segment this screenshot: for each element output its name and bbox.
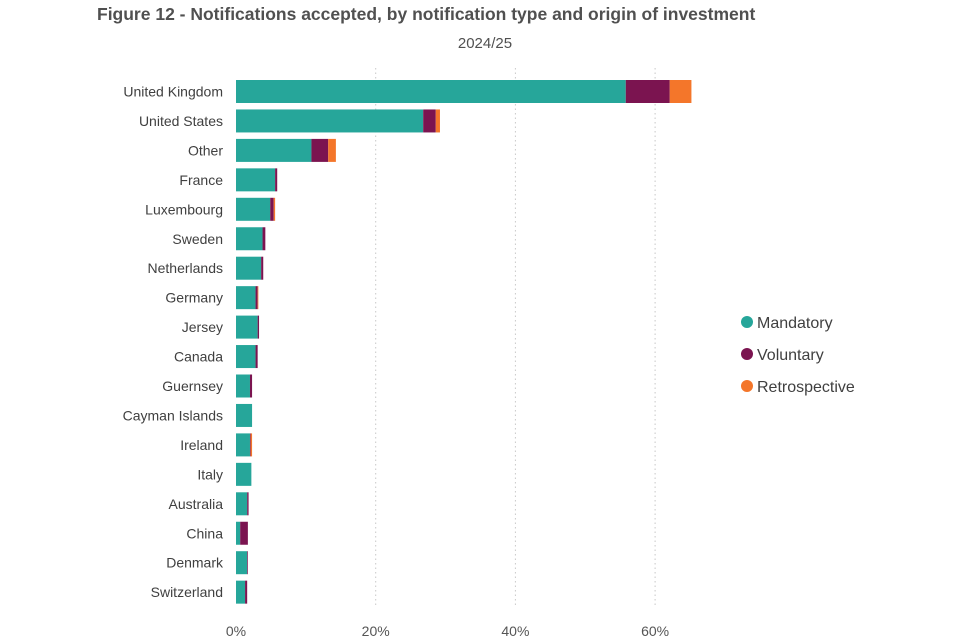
chart-subtitle: 2024/25	[457, 35, 513, 52]
category-label: Guernsey	[162, 378, 223, 394]
bar-mandatory	[236, 551, 248, 575]
bar-retrospective	[257, 286, 259, 310]
bar-voluntary	[255, 345, 258, 369]
category-label: Cayman Islands	[123, 407, 223, 423]
bar-voluntary	[270, 197, 274, 221]
bar-mandatory	[236, 521, 241, 545]
bar-voluntary	[249, 433, 251, 457]
bar-voluntary	[262, 227, 266, 251]
bar-voluntary	[255, 286, 258, 310]
category-label: Ireland	[180, 437, 223, 453]
bar-mandatory	[236, 256, 262, 280]
bar-mandatory	[236, 345, 256, 369]
bar-retrospective	[328, 138, 336, 162]
legend-label: Mandatory	[757, 315, 833, 332]
category-label: Germany	[165, 290, 223, 306]
bar-voluntary	[625, 80, 670, 103]
bar-retrospective	[669, 80, 692, 103]
category-label: United Kingdom	[123, 84, 223, 100]
category-label: Sweden	[172, 231, 223, 247]
bar-mandatory	[236, 138, 312, 162]
category-label: France	[179, 172, 223, 188]
chart-title: Figure 12 - Notifications accepted, by n…	[97, 4, 756, 24]
bar-voluntary	[240, 521, 248, 545]
legend-marker	[741, 316, 753, 328]
bar-voluntary	[247, 492, 249, 516]
bar-mandatory	[236, 197, 271, 221]
bar-voluntary	[311, 138, 329, 162]
bar-mandatory	[236, 580, 246, 604]
legend-label: Voluntary	[757, 347, 824, 364]
bar-voluntary	[249, 374, 253, 398]
bar-voluntary	[257, 315, 260, 339]
bar-mandatory	[236, 168, 276, 192]
legend-label: Retrospective	[757, 379, 855, 396]
category-label: Denmark	[166, 555, 224, 571]
bar-retrospective	[435, 109, 440, 133]
category-label: Jersey	[182, 319, 223, 335]
bar-mandatory	[236, 433, 250, 457]
category-label: Luxembourg	[145, 201, 223, 217]
x-tick-label: 20%	[362, 623, 390, 639]
bar-mandatory	[236, 315, 258, 339]
bar-mandatory	[236, 492, 248, 516]
bar-mandatory	[236, 374, 250, 398]
bar-voluntary	[423, 109, 436, 133]
bar-mandatory	[236, 462, 252, 486]
legend-marker	[741, 380, 753, 392]
category-label: Australia	[169, 496, 224, 512]
bar-mandatory	[236, 286, 256, 310]
category-label: Other	[188, 142, 223, 158]
bar-mandatory	[236, 109, 424, 133]
category-label: United States	[139, 113, 223, 129]
bar-voluntary	[261, 256, 264, 280]
bar-mandatory	[236, 227, 263, 251]
category-label: Italy	[197, 466, 223, 482]
bar-mandatory	[236, 80, 626, 103]
category-label: Switzerland	[151, 584, 223, 600]
x-tick-label: 60%	[641, 623, 669, 639]
bar-retrospective	[273, 197, 276, 221]
bar-voluntary	[275, 168, 278, 192]
bar-retrospective	[250, 433, 253, 457]
category-label: Netherlands	[148, 260, 224, 276]
legend-marker	[741, 348, 753, 360]
x-tick-label: 40%	[501, 623, 529, 639]
category-label: China	[186, 525, 223, 541]
x-tick-label: 0%	[226, 623, 246, 639]
bar-voluntary	[245, 580, 248, 604]
category-label: Canada	[174, 349, 223, 365]
bar-mandatory	[236, 403, 253, 427]
bar-voluntary	[247, 551, 248, 575]
